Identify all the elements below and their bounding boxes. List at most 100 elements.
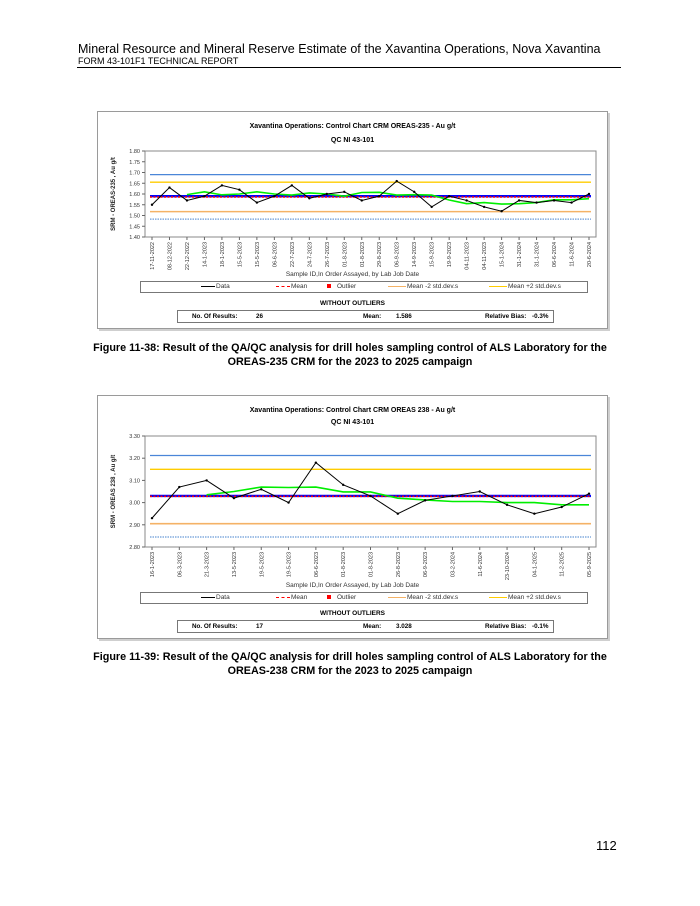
chart-legend: Data Mean Outlier Mean -2 std.dev.s Mean… [140,281,588,293]
data-point [369,494,372,498]
control-chart-oreas-235: 1.40 1.45 1.50 1.55 1.60 1.65 1.70 1.75 1.80 SRM … [97,111,608,329]
legend-swatch-mean [276,596,290,598]
x-tick-label: 06-6-2023 [272,242,278,267]
legend-label: Mean [291,283,308,290]
data-point [325,192,328,196]
stats-box: No. Of Results: 26 Mean: 1.586 Relative … [177,310,554,323]
report-subtitle: FORM 43-101F1 TECHNICAL REPORT [78,56,239,66]
legend-outlier: Outlier [323,594,356,601]
x-tick-label: 24-7-2023 [307,242,313,267]
y-axis-title: SRM - OREAS-235 , Au g/t [111,157,117,231]
legend-label: Mean [291,594,308,601]
x-tick-label: 06-6-2023 [314,552,320,577]
legend-label: Mean +2 std.dev.s [508,594,561,601]
data-point [423,499,427,502]
data-point [273,194,276,198]
moving-average-line [206,486,589,506]
plot-area [144,435,597,548]
y-tick-label: 2.90 [129,523,140,529]
page-number: 112 [596,838,617,853]
data-point [395,179,398,183]
relative-bias-label: Relative Bias: [485,313,527,320]
results-count-label: No. Of Results: [192,313,238,320]
y-tick-label: 3.30 [129,434,140,440]
results-count-value: 17 [256,623,264,630]
y-tick-label: 3.20 [129,456,140,462]
data-point [343,190,346,194]
x-tick-label: 19-5-2023 [287,552,293,577]
legend-minus2: Mean -2 std.dev.s [388,594,458,601]
x-tick-label: 01-8-2023 [369,552,375,577]
relative-bias-value: -0.3% [532,313,549,320]
legend-swatch-mean [276,285,290,287]
data-point [587,492,591,495]
data-point [478,490,481,493]
data-point [341,483,345,487]
legend-swatch-minus2 [388,285,406,287]
data-point [185,199,189,202]
legend-data: Data [201,283,230,290]
x-tick-label: 17-11-2022 [150,242,156,270]
legend-label: Outlier [337,283,357,290]
data-point [465,199,468,202]
legend-data: Data [201,594,230,601]
data-point [505,503,509,507]
mean-label: Mean: [363,313,382,320]
data-point [570,201,573,204]
chart-plot: 1.40 1.45 1.50 1.55 1.60 1.65 1.70 1.75 1.80 SRM … [111,149,597,270]
x-tick-label: 01-8-2023 [342,242,348,267]
data-point [500,210,503,213]
x-tick-label: 06-9-2023 [395,242,401,267]
x-tick-label: 22-12-2022 [185,242,191,270]
chart-plot: 2.80 2.90 3.00 3.10 3.20 3.30 SRM - OREAS 238 … [111,434,597,580]
x-tick-label: 18-1-2023 [220,242,226,267]
data-point [396,512,400,515]
legend-swatch-outlier [327,595,331,599]
x-tick-label: 31-1-2024 [517,242,523,267]
results-count-value: 26 [256,313,264,320]
x-tick-label: 08-12-2022 [167,242,173,270]
legend-label: Mean +2 std.dev.s [508,283,561,290]
data-point [205,479,208,482]
y-tick-label: 3.00 [129,501,140,507]
data-point [150,516,154,520]
x-tick-label: 03-2-2024 [450,552,456,577]
without-outliers-heading: WITHOUT OUTLIERS [320,610,385,617]
x-tick-label: 04-11-2023 [482,242,488,270]
mean-value: 1.586 [396,313,412,320]
legend-swatch-plus2 [489,285,507,287]
legend-mean: Mean [276,283,307,290]
legend-label: Mean -2 std.dev.s [407,594,459,601]
x-axis-title: Sample ID,In Order Assayed, by Lab Job D… [285,582,420,589]
x-tick-label: 20-6-2024 [587,242,593,267]
data-point [451,494,454,498]
chart-legend: Data Mean Outlier Mean -2 std.dev.s Mean… [140,592,588,604]
legend-plus2: Mean +2 std.dev.s [489,283,561,290]
data-point [203,194,206,198]
x-tick-label: 01-8-2023 [360,242,366,267]
data-point [535,201,538,204]
x-tick-label: 05-9-2025 [587,552,593,577]
y-tick-label: 1.65 [129,181,140,187]
legend-swatch-minus2 [388,596,406,598]
chart-title: Xavantina Operations: Control Chart CRM … [249,407,456,414]
x-tick-label: 19-9-2023 [447,242,453,267]
without-outliers-heading: WITHOUT OUTLIERS [320,300,385,307]
y-tick-label: 1.75 [129,160,140,166]
x-tick-label: 11-2-2025 [560,552,566,577]
data-point [360,199,363,202]
x-tick-label: 23-10-2024 [505,552,511,580]
legend-swatch-plus2 [489,596,507,598]
x-tick-label: 13-5-2023 [232,552,238,577]
x-tick-label: 06-6-2024 [552,242,558,267]
legend-label: Mean -2 std.dev.s [407,283,459,290]
x-tick-label: 15-5-2023 [237,242,243,267]
y-tick-label: 1.50 [129,214,140,220]
data-point [220,184,224,187]
y-tick-label: 1.55 [129,203,140,209]
mean-value: 3.028 [396,623,412,630]
legend-swatch-data [201,285,215,287]
data-point [260,488,263,491]
x-tick-label: 01-8-2023 [341,552,347,577]
